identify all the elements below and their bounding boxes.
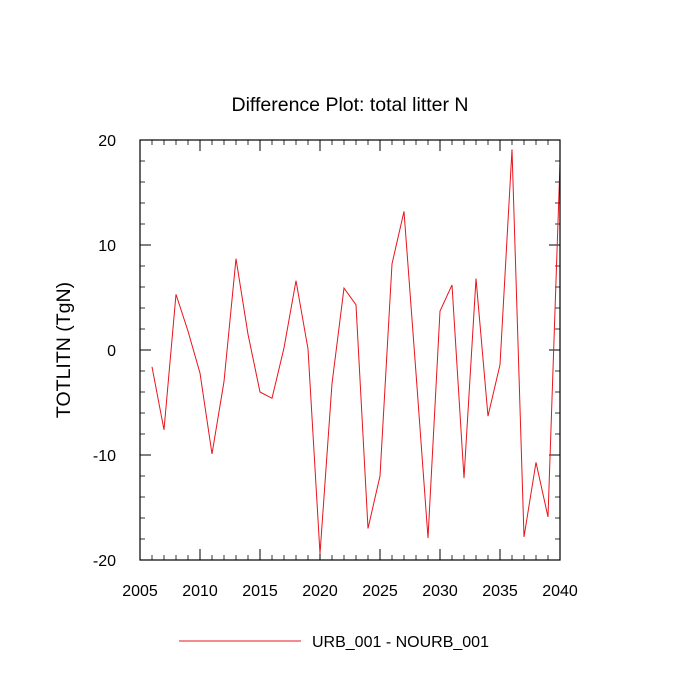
x-tick-label: 2025 [362,583,398,600]
y-tick-label: 0 [107,343,116,360]
series-group [151,149,561,554]
y-tick-label: -20 [93,553,116,570]
plot-frame [139,139,561,561]
x-tick-label: 2015 [242,583,278,600]
x-tick-label: 2030 [422,583,458,600]
major-ticks [139,139,561,561]
y-tick-labels: -20 -10 0 10 20 [93,133,116,570]
series-line [151,149,561,554]
y-tick-label: -10 [93,448,116,465]
minor-ticks [140,140,560,560]
chart-title: Difference Plot: total litter N [232,94,469,116]
y-tick-label: 10 [98,238,116,255]
x-tick-label: 2010 [182,583,218,600]
x-tick-label: 2020 [302,583,338,600]
plot-area [139,139,561,561]
y-axis-label: TOTLITN (TgN) [53,282,75,418]
x-tick-label: 2005 [122,583,158,600]
x-tick-labels: 2005 2010 2015 2020 2025 2030 2035 2040 [122,583,578,600]
y-tick-label: 20 [98,133,116,150]
x-tick-label: 2040 [542,583,578,600]
legend-label: URB_001 - NOURB_001 [312,634,489,651]
legend: URB_001 - NOURB_001 [179,634,489,651]
x-tick-label: 2035 [482,583,518,600]
